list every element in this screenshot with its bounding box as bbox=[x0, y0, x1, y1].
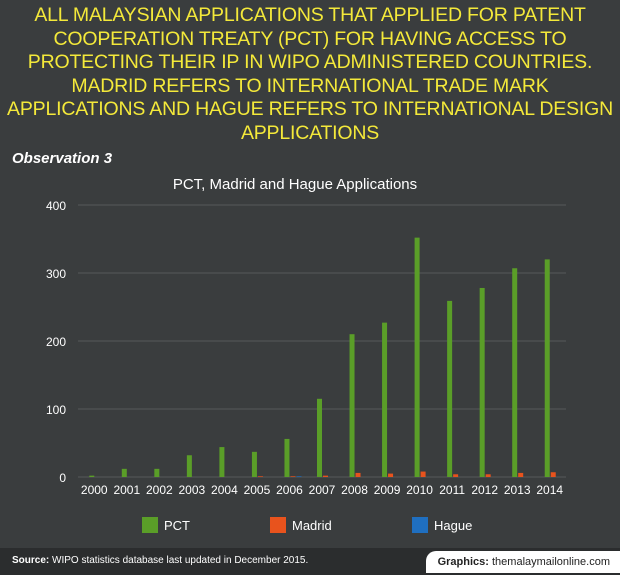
y-tick-label: 300 bbox=[46, 267, 66, 281]
legend-label: Madrid bbox=[292, 518, 332, 533]
x-axis: 2000 2001 2002 2003 2004 2005 2006 2007 2008 2009… bbox=[81, 483, 563, 497]
bar-pct-2000 bbox=[89, 475, 95, 477]
legend-label: PCT bbox=[164, 518, 190, 533]
bar-madrid-2006 bbox=[290, 476, 296, 477]
legend: PCT Madrid Hague bbox=[142, 517, 472, 533]
credit-text: themalaymailonline.com bbox=[492, 556, 610, 568]
bar-pct-2005 bbox=[251, 451, 257, 477]
y-tick-label: 400 bbox=[46, 199, 66, 213]
legend-label: Hague bbox=[434, 518, 472, 533]
x-tick-label: 2007 bbox=[309, 483, 336, 497]
bar-hague-2006 bbox=[296, 476, 302, 477]
bar-pct-2002 bbox=[154, 468, 160, 477]
legend-swatch bbox=[270, 517, 286, 533]
y-tick-label: 0 bbox=[59, 471, 66, 485]
x-tick-label: 2010 bbox=[406, 483, 433, 497]
bar-madrid-2011 bbox=[453, 474, 459, 477]
bar-madrid-2009 bbox=[388, 473, 394, 477]
legend-swatch bbox=[142, 517, 158, 533]
bar-pct-2008 bbox=[349, 334, 355, 477]
legend-item-madrid: Madrid bbox=[270, 517, 332, 533]
credit-badge: Graphics: themalaymailonline.com bbox=[425, 551, 620, 573]
x-tick-label: 2009 bbox=[374, 483, 401, 497]
bar-pct-2006 bbox=[284, 438, 290, 477]
bar-pct-2009 bbox=[382, 322, 388, 477]
x-tick-label: 2012 bbox=[471, 483, 498, 497]
legend-item-pct: PCT bbox=[142, 517, 190, 533]
x-tick-label: 2013 bbox=[504, 483, 531, 497]
bar-madrid-2005 bbox=[257, 476, 263, 477]
observation-label: Observation 3 bbox=[12, 150, 113, 167]
headline: ALL MALAYSIAN APPLICATIONS THAT APPLIED … bbox=[7, 4, 613, 144]
x-tick-label: 2001 bbox=[113, 483, 140, 497]
bar-pct-2014 bbox=[544, 259, 550, 477]
y-tick-label: 200 bbox=[46, 335, 66, 349]
x-tick-label: 2003 bbox=[179, 483, 206, 497]
source-note: Source: WIPO statistics database last up… bbox=[12, 555, 308, 566]
legend-swatch bbox=[412, 517, 428, 533]
bar-madrid-2014 bbox=[550, 472, 556, 477]
x-tick-label: 2004 bbox=[211, 483, 238, 497]
credit-label: Graphics: bbox=[437, 556, 489, 568]
bar-pct-2012 bbox=[479, 287, 485, 477]
bar-madrid-2010 bbox=[420, 471, 426, 477]
bar-chart: PCT, Madrid and Hague Applications 0 100 2… bbox=[46, 176, 566, 533]
bar-pct-2011 bbox=[447, 300, 453, 477]
bar-pct-2013 bbox=[512, 268, 518, 477]
x-tick-label: 2011 bbox=[439, 483, 465, 497]
bars bbox=[89, 237, 556, 477]
bar-madrid-2012 bbox=[485, 474, 491, 477]
bar-pct-2001 bbox=[121, 468, 127, 477]
x-tick-label: 2006 bbox=[276, 483, 303, 497]
chart-title: PCT, Madrid and Hague Applications bbox=[173, 176, 417, 193]
source-label: Source: bbox=[12, 555, 50, 566]
bar-pct-2003 bbox=[186, 455, 192, 477]
source-text: WIPO statistics database last updated in… bbox=[52, 555, 309, 566]
x-tick-label: 2002 bbox=[146, 483, 173, 497]
legend-item-hague: Hague bbox=[412, 517, 472, 533]
bar-pct-2010 bbox=[414, 237, 420, 477]
y-tick-label: 100 bbox=[46, 403, 66, 417]
x-tick-label: 2000 bbox=[81, 483, 108, 497]
y-axis: 0 100 200 300 400 bbox=[46, 199, 66, 485]
bar-madrid-2007 bbox=[323, 475, 328, 477]
footer: Source: WIPO statistics database last up… bbox=[0, 548, 620, 575]
x-tick-label: 2008 bbox=[341, 483, 368, 497]
bar-pct-2004 bbox=[219, 447, 225, 477]
x-tick-label: 2014 bbox=[536, 483, 563, 497]
bar-pct-2007 bbox=[317, 398, 322, 477]
bar-madrid-2008 bbox=[355, 472, 361, 477]
bar-madrid-2013 bbox=[518, 472, 524, 477]
x-tick-label: 2005 bbox=[244, 483, 271, 497]
